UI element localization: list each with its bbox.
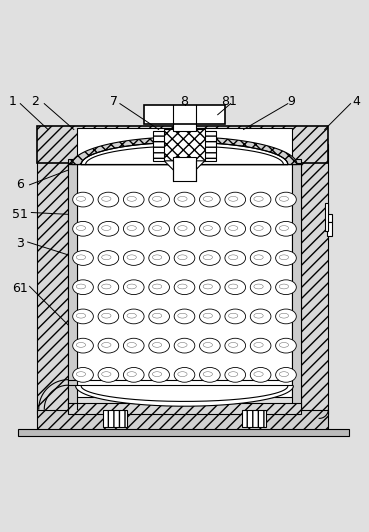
Ellipse shape <box>200 280 220 295</box>
Ellipse shape <box>276 338 296 353</box>
Text: 7: 7 <box>110 95 118 109</box>
Bar <box>144 105 225 124</box>
Bar <box>199 131 216 161</box>
Polygon shape <box>76 386 293 406</box>
Bar <box>37 126 328 163</box>
Ellipse shape <box>149 309 169 324</box>
Ellipse shape <box>73 338 93 353</box>
Ellipse shape <box>149 368 169 382</box>
Text: 51: 51 <box>12 208 28 221</box>
Text: 8: 8 <box>180 95 189 109</box>
Ellipse shape <box>250 251 271 265</box>
Ellipse shape <box>174 280 195 295</box>
Ellipse shape <box>124 338 144 353</box>
Text: 3: 3 <box>16 237 24 251</box>
Bar <box>292 163 301 404</box>
Ellipse shape <box>276 221 296 236</box>
Ellipse shape <box>225 221 246 236</box>
Bar <box>301 144 328 413</box>
Ellipse shape <box>73 221 93 236</box>
Ellipse shape <box>225 192 246 207</box>
Ellipse shape <box>73 368 93 382</box>
Ellipse shape <box>124 280 144 295</box>
Text: 61: 61 <box>13 281 28 295</box>
Ellipse shape <box>276 251 296 265</box>
Ellipse shape <box>225 280 246 295</box>
Ellipse shape <box>124 251 144 265</box>
Text: 1: 1 <box>9 95 17 109</box>
Polygon shape <box>164 161 205 170</box>
Ellipse shape <box>250 221 271 236</box>
Text: 4: 4 <box>352 95 360 109</box>
Bar <box>68 159 301 164</box>
Ellipse shape <box>73 192 93 207</box>
Bar <box>37 410 328 432</box>
Ellipse shape <box>124 309 144 324</box>
Ellipse shape <box>225 251 246 265</box>
Ellipse shape <box>124 368 144 382</box>
Ellipse shape <box>225 368 246 382</box>
Ellipse shape <box>98 338 119 353</box>
Bar <box>173 157 196 181</box>
Text: 81: 81 <box>221 95 237 109</box>
Bar <box>18 429 349 436</box>
Ellipse shape <box>149 192 169 207</box>
Ellipse shape <box>225 309 246 324</box>
Bar <box>242 410 266 427</box>
Ellipse shape <box>200 192 220 207</box>
Text: 2: 2 <box>31 95 39 109</box>
Ellipse shape <box>149 280 169 295</box>
Ellipse shape <box>73 309 93 324</box>
Ellipse shape <box>250 338 271 353</box>
Ellipse shape <box>73 280 93 295</box>
Ellipse shape <box>200 368 220 382</box>
Ellipse shape <box>276 368 296 382</box>
Ellipse shape <box>200 309 220 324</box>
Ellipse shape <box>174 368 195 382</box>
Ellipse shape <box>200 251 220 265</box>
Ellipse shape <box>98 309 119 324</box>
Ellipse shape <box>276 280 296 295</box>
Text: 9: 9 <box>287 95 296 109</box>
Ellipse shape <box>200 221 220 236</box>
Bar <box>327 222 332 237</box>
Ellipse shape <box>98 368 119 382</box>
Ellipse shape <box>124 192 144 207</box>
Polygon shape <box>68 137 301 164</box>
Bar <box>37 144 68 413</box>
Ellipse shape <box>174 192 195 207</box>
Ellipse shape <box>250 368 271 382</box>
Ellipse shape <box>250 309 271 324</box>
Bar <box>173 117 196 131</box>
Ellipse shape <box>149 338 169 353</box>
Bar <box>164 129 205 161</box>
Ellipse shape <box>174 251 195 265</box>
Bar <box>103 410 127 427</box>
Ellipse shape <box>250 280 271 295</box>
Ellipse shape <box>149 221 169 236</box>
Ellipse shape <box>174 221 195 236</box>
Ellipse shape <box>276 309 296 324</box>
Ellipse shape <box>149 251 169 265</box>
Ellipse shape <box>98 192 119 207</box>
Text: 6: 6 <box>16 178 24 192</box>
Ellipse shape <box>200 338 220 353</box>
Ellipse shape <box>98 280 119 295</box>
Bar <box>153 131 170 161</box>
Bar <box>325 203 328 231</box>
Ellipse shape <box>98 221 119 236</box>
Bar <box>68 163 77 404</box>
Ellipse shape <box>276 192 296 207</box>
Ellipse shape <box>174 309 195 324</box>
Ellipse shape <box>250 192 271 207</box>
Bar <box>327 214 332 222</box>
Ellipse shape <box>225 338 246 353</box>
Ellipse shape <box>73 251 93 265</box>
Ellipse shape <box>174 338 195 353</box>
Polygon shape <box>81 143 288 164</box>
Bar <box>68 403 301 413</box>
Ellipse shape <box>98 251 119 265</box>
Ellipse shape <box>124 221 144 236</box>
Bar <box>77 128 292 397</box>
